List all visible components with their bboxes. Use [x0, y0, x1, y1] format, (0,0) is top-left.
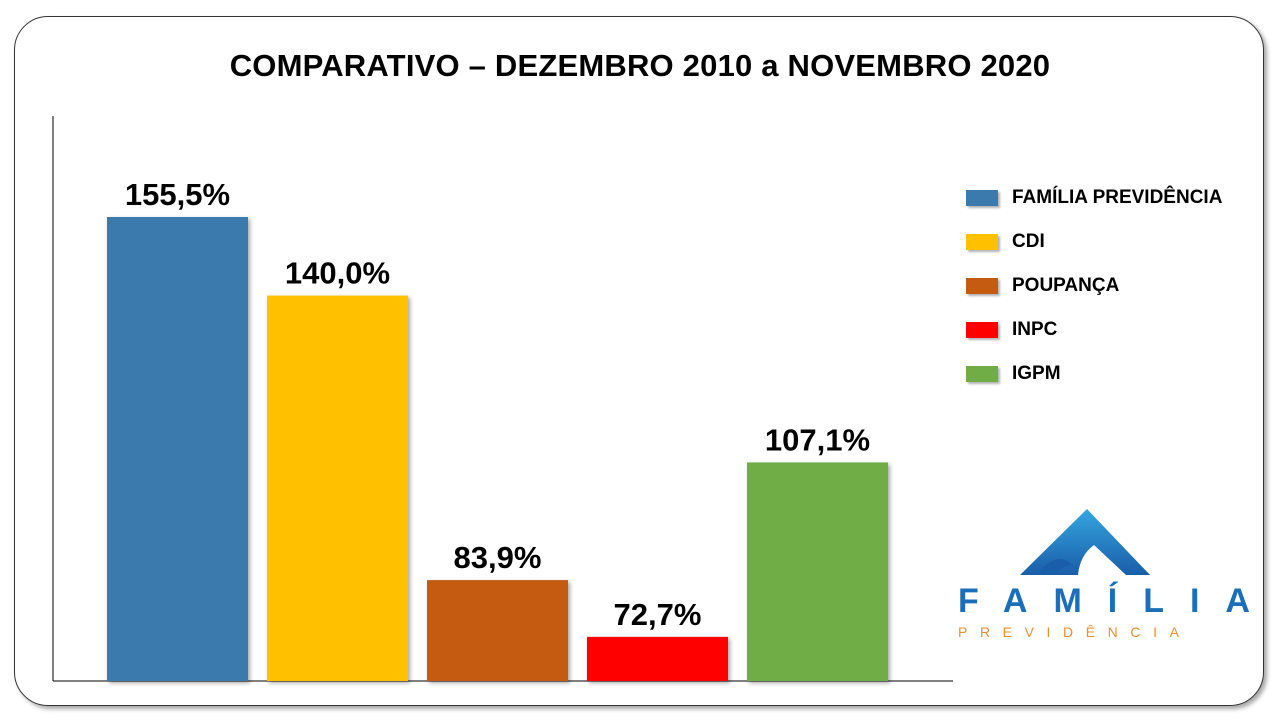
legend-swatch-4	[966, 366, 998, 382]
legend-swatch-2	[966, 278, 998, 294]
legend: FAMÍLIA PREVIDÊNCIA CDI POUPANÇA INPC IGPM	[966, 176, 1222, 396]
bar-3	[587, 636, 728, 681]
legend-item-1: CDI	[966, 220, 1222, 264]
bar-2	[427, 580, 568, 681]
legend-item-4: IGPM	[966, 352, 1222, 396]
data-label-4: 107,1%	[765, 422, 870, 457]
legend-label-4: IGPM	[1012, 363, 1061, 384]
legend-item-3: INPC	[966, 308, 1222, 352]
bar-1	[267, 295, 408, 681]
bar-4	[747, 462, 888, 681]
chart-title: COMPARATIVO – DEZEMBRO 2010 a NOVEMBRO 2…	[229, 48, 1051, 83]
legend-swatch-1	[966, 234, 998, 250]
data-label-1: 140,0%	[285, 256, 390, 291]
data-label-3: 72,7%	[614, 597, 702, 632]
logo-subtitle: PREVIDÊNCIA	[958, 624, 1192, 640]
legend-swatch-3	[966, 322, 998, 338]
data-label-2: 83,9%	[454, 540, 542, 575]
legend-item-2: POUPANÇA	[966, 264, 1222, 308]
legend-label-2: POUPANÇA	[1012, 275, 1120, 296]
logo-wordmark: FAMÍLIA	[958, 582, 1276, 620]
legend-label-1: CDI	[1012, 231, 1045, 252]
bar-0	[107, 217, 248, 681]
data-label-0: 155,5%	[125, 177, 230, 212]
legend-swatch-0	[966, 190, 998, 206]
legend-label-3: INPC	[1012, 319, 1058, 340]
legend-label-0: FAMÍLIA PREVIDÊNCIA	[1012, 187, 1223, 208]
familia-logo-mark	[1020, 509, 1150, 575]
legend-item-0: FAMÍLIA PREVIDÊNCIA	[966, 176, 1222, 220]
